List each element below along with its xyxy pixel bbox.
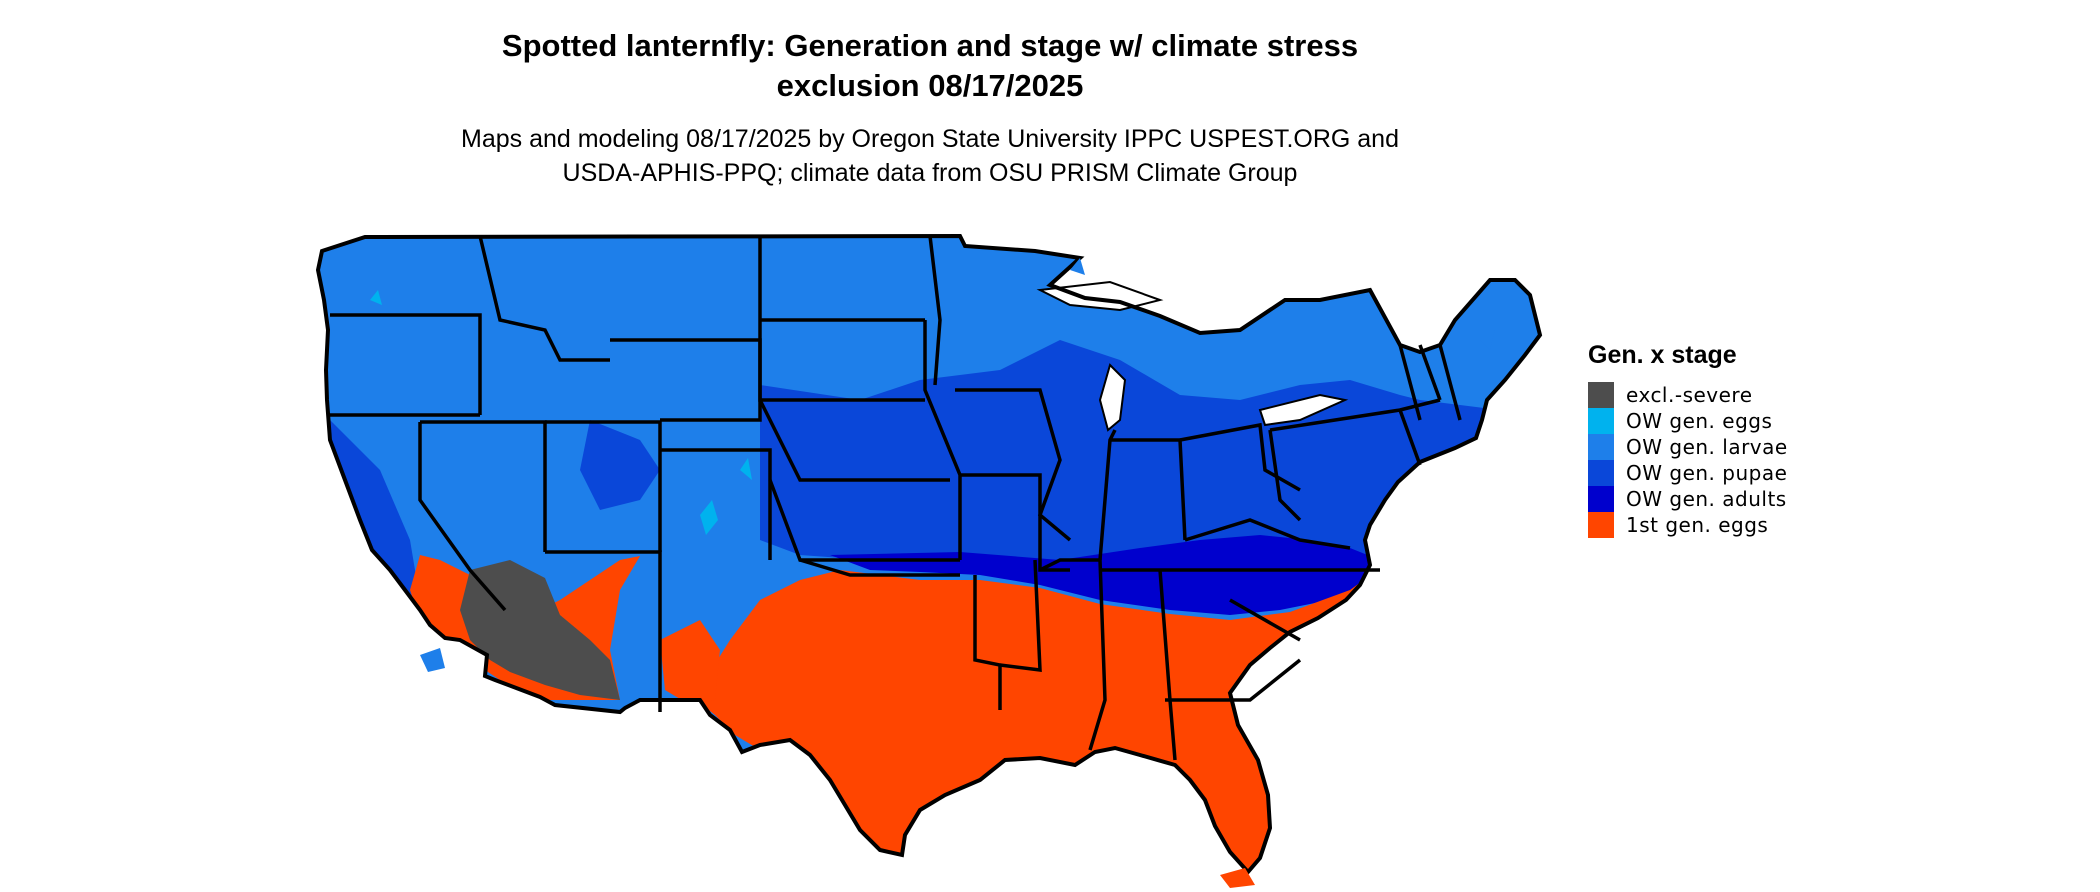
lake-michigan — [1098, 363, 1127, 432]
lake-erie — [1258, 393, 1349, 427]
map-title-line-2: exclusion 08/17/2025 — [776, 68, 1084, 103]
first-gen-eggs-region — [700, 568, 1390, 872]
legend-label: 1st gen. eggs — [1626, 513, 1769, 537]
legend-swatch — [1588, 382, 1614, 408]
legend-item: OW gen. larvae — [1588, 434, 1788, 460]
pupae-patch-mountain — [580, 420, 660, 510]
adults-region — [830, 535, 1380, 615]
eggs-fleck — [370, 290, 382, 305]
legend-label: OW gen. larvae — [1626, 435, 1788, 459]
legend-title: Gen. x stage — [1588, 341, 1737, 369]
excl-severe-region — [460, 560, 620, 700]
legend-swatch — [1588, 512, 1614, 538]
pupae-patch-west — [330, 420, 420, 600]
lake-superior — [1036, 280, 1164, 312]
legend-label: OW gen. eggs — [1626, 409, 1773, 433]
island — [1480, 330, 1495, 350]
eggs-fleck — [700, 500, 718, 535]
legend-swatch — [1588, 434, 1614, 460]
legend-swatch — [1588, 408, 1614, 434]
legend-item: 1st gen. eggs — [1588, 512, 1768, 538]
legend-label: OW gen. adults — [1626, 487, 1787, 511]
state-boundaries — [330, 235, 1462, 761]
map-subtitle-line-1: Maps and modeling 08/17/2025 by Oregon S… — [461, 125, 1399, 153]
map-title-line-1: Spotted lanternfly: Generation and stage… — [501, 28, 1359, 63]
legend-item: excl.-severe — [1588, 382, 1753, 408]
legend-swatch — [1588, 460, 1614, 486]
legend-label: excl.-severe — [1626, 383, 1753, 407]
legend-label: OW gen. pupae — [1626, 461, 1788, 485]
legend-item: OW gen. pupae — [1588, 460, 1787, 486]
legend-item: OW gen. eggs — [1588, 408, 1772, 434]
legend-swatch — [1588, 486, 1614, 512]
island — [1070, 258, 1085, 275]
florida-keys — [1220, 868, 1255, 888]
channel-islands — [420, 648, 445, 672]
map-subtitle-line-2: USDA-APHIS-PPQ; climate data from OSU PR… — [562, 159, 1298, 187]
eggs-fleck — [740, 458, 752, 480]
legend-item: OW gen. adults — [1588, 486, 1787, 512]
first-gen-eggs-patch — [660, 620, 720, 705]
